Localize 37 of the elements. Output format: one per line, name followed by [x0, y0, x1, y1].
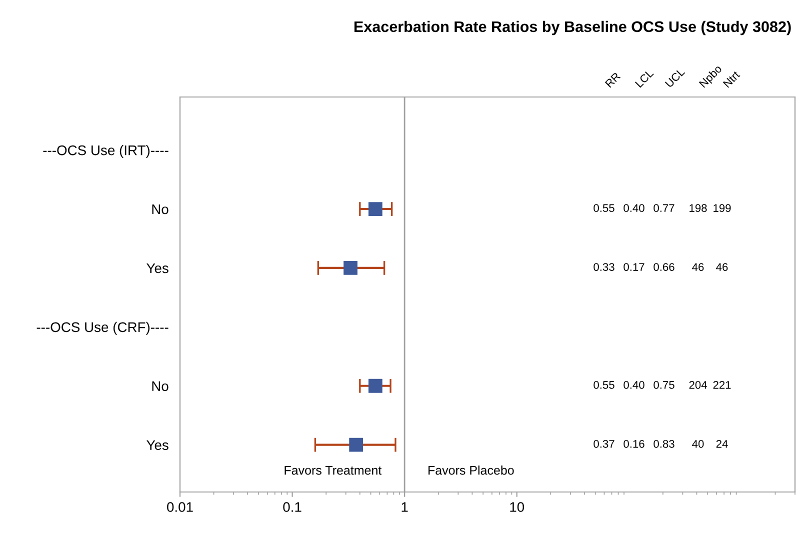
annotation: 0.55: [594, 204, 614, 212]
annotation: 0.40: [624, 204, 644, 212]
text: LCL: [634, 68, 654, 88]
annotation: 0.66: [654, 263, 674, 271]
x-tick-label: 0.01: [167, 502, 193, 512]
y-tick-label: Yes: [146, 263, 168, 274]
y-tick-label: Yes: [146, 440, 168, 450]
y-tick-label: No: [152, 381, 168, 392]
annotation: 0.75: [654, 380, 674, 389]
annotation: 0.83: [654, 440, 674, 448]
x-tick-label: 10: [510, 502, 524, 512]
text: RR: [604, 72, 621, 88]
x-tick-label: 0.1: [283, 502, 302, 512]
annotation: 40: [692, 440, 704, 448]
annotation: 46: [716, 263, 728, 271]
y-tick-label: No: [152, 204, 168, 214]
annotation: 204: [689, 380, 707, 389]
y-tick-label: ---OCS Use (IRT)----: [43, 145, 168, 158]
annotation: 221: [713, 380, 731, 389]
chart-title: Exacerbation Rate Ratios by Baseline OCS Use (Study 3082): [354, 20, 791, 36]
annotation: 198: [690, 204, 707, 212]
y-tick-label: ---OCS Use (CRF)----: [36, 322, 168, 335]
annotation: 24: [716, 440, 728, 448]
annotation: 0.17: [624, 263, 644, 271]
annotation: 0.33: [594, 263, 614, 271]
annotation: 46: [692, 263, 704, 271]
annotation: 0.37: [594, 440, 614, 448]
annotation: 0.40: [624, 380, 644, 389]
annotation: 0.16: [624, 440, 644, 448]
annotation: Favors Placebo: [428, 466, 514, 475]
x-tick-label: 1: [402, 502, 408, 512]
annotation: Favors Treatment: [284, 466, 382, 475]
annotation: 199: [714, 204, 731, 212]
annotation: 0.77: [654, 204, 674, 212]
annotation: 0.55: [594, 380, 614, 389]
text: UCL: [664, 67, 686, 88]
text: Ntrt: [722, 70, 740, 88]
